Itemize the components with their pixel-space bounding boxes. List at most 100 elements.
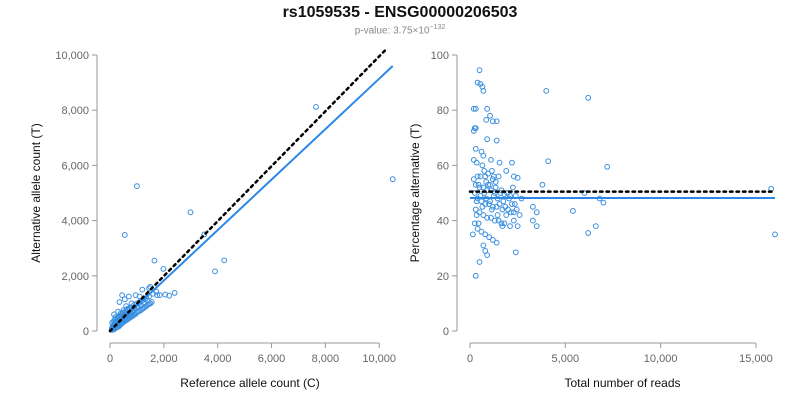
y-tick-label: 10,000 (55, 50, 89, 62)
data-point (472, 206, 479, 213)
data-point (510, 217, 517, 224)
data-point (476, 184, 483, 191)
y-tick-label: 4,000 (61, 216, 89, 228)
data-point (469, 231, 476, 238)
data-point (151, 257, 158, 264)
data-point (486, 201, 492, 207)
data-point (585, 94, 592, 101)
data-point (499, 206, 506, 213)
data-point (491, 217, 498, 224)
data-point (494, 212, 501, 218)
data-point (545, 158, 552, 165)
data-point (489, 206, 495, 213)
x-tick-label: 5,000 (552, 353, 580, 365)
data-point (472, 181, 479, 188)
data-point (313, 103, 319, 110)
data-point (772, 231, 778, 238)
y-axis-title: Alternative allele count (T) (29, 123, 43, 262)
data-point (119, 292, 126, 299)
data-point (136, 293, 143, 300)
data-point (543, 87, 550, 94)
data-point (201, 231, 208, 238)
data-point (471, 125, 478, 132)
data-point (493, 239, 500, 246)
data-point (487, 112, 493, 119)
data-point (488, 156, 494, 163)
data-point (160, 266, 167, 272)
reference-line (108, 49, 389, 333)
x-tick-label: 15,000 (739, 353, 773, 365)
x-axis-title: Total number of reads (564, 376, 680, 390)
x-tick-label: 8,000 (312, 353, 340, 365)
data-point (530, 203, 536, 210)
data-point (516, 212, 523, 218)
data-point (498, 220, 505, 227)
y-tick-label: 0 (443, 326, 449, 338)
data-point (144, 297, 151, 304)
data-point (473, 159, 480, 166)
data-point (491, 190, 498, 196)
data-point (533, 209, 540, 216)
data-point (496, 159, 503, 166)
data-point (503, 212, 510, 218)
x-tick-label: 0 (107, 353, 113, 365)
data-point (121, 296, 128, 303)
data-point (493, 137, 500, 144)
chart-subtitle: p-value: 3.75×10−132 (0, 24, 800, 36)
data-point (212, 268, 218, 275)
data-point (504, 190, 511, 196)
data-point (121, 232, 128, 238)
data-point (604, 163, 611, 170)
data-point (476, 67, 483, 74)
data-point (510, 173, 517, 180)
data-point (389, 176, 396, 183)
x-tick-label: 10,000 (644, 353, 678, 365)
data-point (472, 145, 479, 152)
allele-count-scatter-chart: 0 2,000 4,000 6,000 8,000 10,000 0 2,000 4,000 6,… (29, 49, 396, 390)
data-point (479, 162, 486, 169)
y-tick-label: 100 (431, 50, 449, 62)
data-point (485, 170, 492, 177)
data-point (474, 173, 481, 180)
data-point (592, 223, 599, 230)
data-point (474, 225, 481, 232)
data-point (530, 217, 536, 224)
data-point (478, 228, 485, 235)
data-point (480, 184, 487, 191)
y-tick-label: 80 (437, 105, 449, 117)
data-point (514, 223, 521, 230)
data-point (482, 231, 489, 238)
data-point (171, 290, 178, 296)
y-tick-label: 2,000 (61, 271, 89, 283)
data-point (487, 181, 493, 188)
p-value-text: p-value: 3.75×10 (354, 25, 430, 37)
data-point (484, 214, 491, 221)
data-point (496, 201, 503, 207)
data-point (125, 293, 132, 300)
data-point (156, 292, 163, 299)
data-point (509, 159, 515, 166)
data-point (166, 292, 173, 299)
data-point (484, 252, 491, 259)
data-point (480, 152, 487, 159)
data-point (539, 181, 546, 188)
y-tick-label: 60 (437, 160, 449, 172)
data-point (581, 190, 588, 196)
data-point (493, 118, 500, 125)
data-point (154, 292, 161, 299)
y-tick-label: 40 (437, 216, 449, 228)
data-point (475, 220, 482, 227)
x-tick-label: 4,000 (204, 353, 232, 365)
data-point (512, 249, 519, 256)
data-point (483, 116, 490, 123)
data-point (480, 87, 487, 94)
data-point (513, 206, 520, 213)
data-point (483, 179, 490, 185)
data-point (495, 173, 502, 180)
data-point (507, 223, 513, 230)
data-point (505, 206, 512, 213)
y-tick-label: 0 (83, 326, 89, 338)
data-point (585, 230, 592, 236)
data-point (476, 259, 483, 265)
data-point (490, 173, 497, 180)
